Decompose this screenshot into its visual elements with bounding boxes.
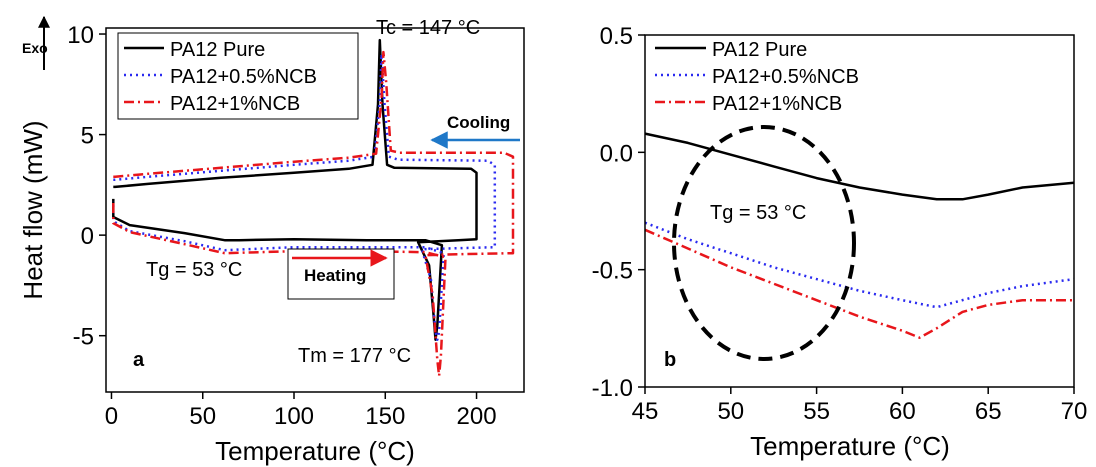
panel-a-plot [112, 38, 515, 378]
y-tick-label-b: -0.5 [592, 258, 633, 285]
x-tick-label-a: 200 [457, 403, 497, 430]
panel-b-frame [644, 34, 1075, 388]
series-line-a-0 [112, 38, 478, 341]
legend-a-label-05ncb: PA12+0.5%NCB [170, 66, 317, 88]
legend-b-label-05ncb: PA12+0.5%NCB [712, 66, 859, 88]
panel-a: 0 50 100 150 200 -5 0 5 10 Temperature (°C) Heat… [18, 15, 525, 466]
series-line-a-2 [112, 50, 515, 378]
panel-a-frame [105, 27, 525, 393]
x-tick-label-a: 50 [189, 403, 216, 430]
panel-b-plot [644, 132, 1075, 339]
tm-annotation: Tm = 177 °C [298, 345, 411, 367]
x-tick-label-b: 65 [975, 398, 1002, 425]
legend-b-label-1ncb: PA12+1%NCB [712, 93, 842, 115]
panel-b-legend: PA12 Pure PA12+0.5%NCB PA12+1%NCB [655, 39, 859, 115]
y-tick-label-b: 0.0 [600, 140, 633, 167]
series-line-b-1 [644, 221, 1075, 309]
x-tick-label-b: 70 [1061, 398, 1088, 425]
legend-b-label-pure: PA12 Pure [712, 39, 807, 61]
series-line-b-0 [644, 132, 1075, 201]
x-tick-label-a: 150 [365, 403, 405, 430]
panel-b-xlabel: Temperature (°C) [750, 431, 950, 461]
series-line-b-2 [644, 228, 1074, 339]
tc-annotation: Tc = 147 °C [376, 17, 480, 39]
cooling-label: Cooling [447, 113, 510, 132]
exo-label: Exo [22, 40, 48, 56]
tg-annotation-b: Tg = 53 °C [710, 202, 806, 224]
panel-a-xlabel: Temperature (°C) [215, 436, 415, 466]
panel-b-ticks: 45 50 55 60 65 70 -1.0 -0.5 0.0 0.5 [592, 23, 1088, 425]
x-tick-label-b: 60 [889, 398, 916, 425]
y-tick-label-a: 10 [67, 22, 94, 49]
x-tick-label-b: 55 [803, 398, 830, 425]
tg-highlight-ellipse [672, 125, 856, 361]
legend-a-label-pure: PA12 Pure [170, 39, 265, 61]
y-tick-label-a: 0 [81, 223, 94, 250]
x-tick-label-a: 0 [105, 403, 118, 430]
panel-b-label: b [664, 349, 676, 371]
heating-label: Heating [304, 266, 366, 285]
y-tick-label-a: -5 [73, 324, 94, 351]
panel-a-label: a [133, 349, 145, 371]
x-tick-label-b: 45 [632, 398, 659, 425]
legend-a-label-1ncb: PA12+1%NCB [170, 93, 300, 115]
y-tick-label-a: 5 [81, 123, 94, 150]
panel-a-ylabel: Heat flow (mW) [18, 120, 48, 299]
y-tick-label-b: 0.5 [600, 23, 633, 50]
y-tick-label-b: -1.0 [592, 375, 633, 402]
panel-a-ticks: 0 50 100 150 200 -5 0 5 10 [67, 22, 496, 430]
panel-b: 45 50 55 60 65 70 -1.0 -0.5 0.0 0.5 Temperature (… [592, 23, 1088, 461]
tg-annotation-a: Tg = 53 °C [146, 259, 242, 281]
panel-a-legend: PA12 Pure PA12+0.5%NCB PA12+1%NCB [117, 32, 359, 120]
x-tick-label-a: 100 [274, 403, 314, 430]
x-tick-label-b: 50 [717, 398, 744, 425]
